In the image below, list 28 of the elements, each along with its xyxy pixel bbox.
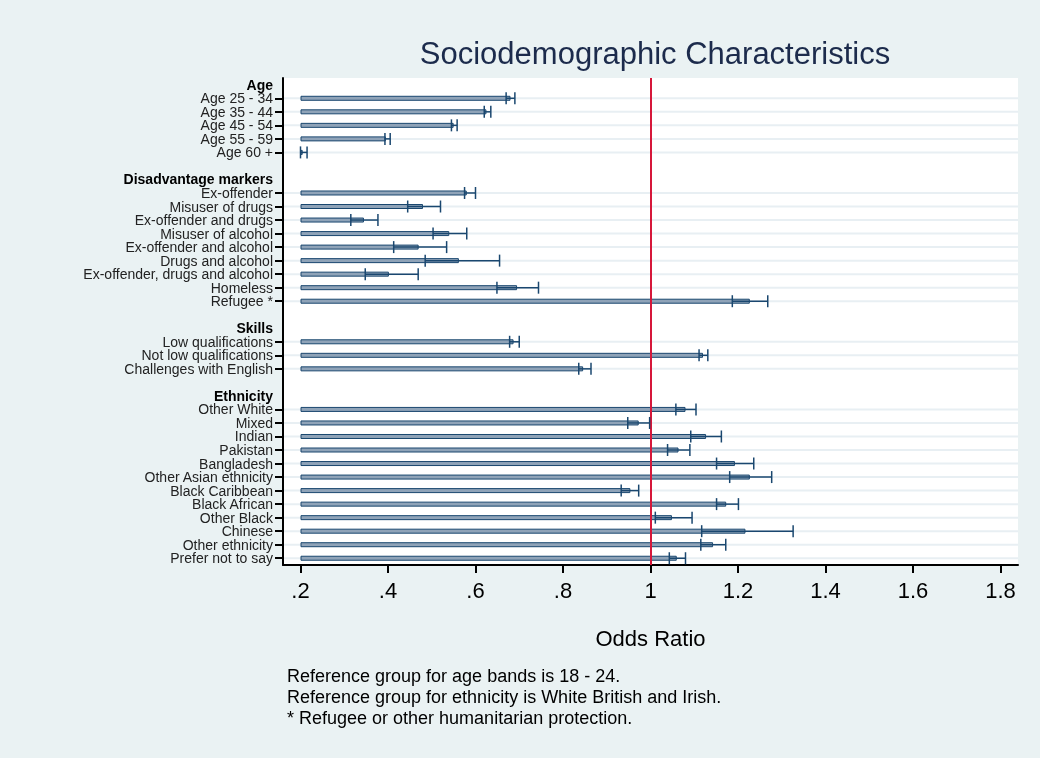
y-tick-label: Indian [234,428,273,445]
x-tick-label: .6 [466,577,485,603]
x-axis-title: Odds Ratio [595,625,706,651]
bar [300,352,703,358]
text: * Refugee or other humanitarian protection. [287,708,633,728]
y-tick-label: Mixed [235,414,273,431]
x-tick-label: .8 [553,577,573,603]
bar [300,122,454,128]
y-tick-label: Misuser of drugs [169,198,273,215]
y-tick-label: Disadvantage markers [123,171,274,188]
x-tick-label: 1.8 [985,577,1016,603]
y-tick-label: Age 60 + [216,144,273,161]
y-tick-label: Age [246,76,274,93]
bar [300,136,386,142]
x-tick-label: .4 [378,577,398,603]
y-tick-label: Refugee * [210,293,274,310]
bar [300,95,511,101]
x-tick-label: 1.4 [810,577,841,603]
bar [300,109,487,115]
text: Reference group for age bands is 18 - 24. [287,666,621,686]
x-tick-label: .2 [291,577,310,603]
x-tick-label: 1.6 [897,577,929,603]
x-tick-label: 1 [644,577,657,603]
y-tick-label: Homeless [210,279,273,296]
y-tick-label: Ethnicity [213,387,274,404]
chart-title: Sociodemographic Characteristics [419,36,891,71]
x-tick-label: 1.2 [722,577,754,603]
text: Reference group for ethnicity is White British and Irish. [287,687,722,707]
